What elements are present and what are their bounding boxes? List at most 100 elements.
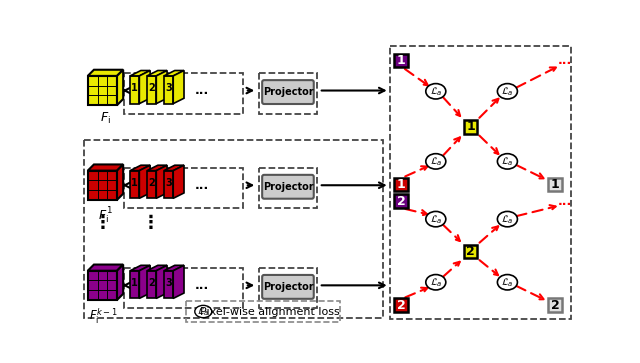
Text: $\mathcal{L}_a$: $\mathcal{L}_a$ [501,155,514,168]
Bar [259,73,317,114]
Polygon shape [117,164,123,200]
Text: Pixel-wise alignment loss: Pixel-wise alignment loss [200,306,340,317]
Ellipse shape [497,211,517,227]
Polygon shape [130,271,140,298]
Ellipse shape [195,305,212,318]
Text: 2: 2 [148,178,155,188]
Polygon shape [88,76,117,105]
Ellipse shape [497,154,517,169]
Text: 1: 1 [131,178,138,188]
Bar [259,168,317,208]
Text: 1: 1 [397,54,406,67]
Polygon shape [156,165,167,198]
Text: 2: 2 [148,83,155,93]
Text: ...: ... [195,84,209,97]
Polygon shape [88,70,123,76]
Polygon shape [130,171,140,198]
Text: 2: 2 [397,195,406,208]
Polygon shape [130,165,150,171]
Polygon shape [164,265,184,271]
Polygon shape [173,70,184,103]
Text: $\mathcal{L}_a$: $\mathcal{L}_a$ [501,85,514,98]
Bar [548,178,562,191]
FancyBboxPatch shape [262,80,314,104]
Text: 2: 2 [397,299,406,312]
Bar [394,298,408,312]
Polygon shape [164,271,173,298]
Polygon shape [117,265,123,300]
Polygon shape [130,265,150,271]
Polygon shape [173,165,184,198]
Bar [124,73,243,114]
Polygon shape [117,70,123,105]
Ellipse shape [497,274,517,290]
Polygon shape [140,165,150,198]
Polygon shape [147,265,167,271]
Text: Projector: Projector [262,87,313,97]
Bar [394,178,408,191]
Text: 3: 3 [165,278,172,288]
Polygon shape [147,76,156,103]
Text: Projector: Projector [262,282,313,292]
Polygon shape [130,70,150,76]
Polygon shape [164,171,173,198]
Text: 3: 3 [165,83,172,93]
Polygon shape [88,171,117,200]
FancyBboxPatch shape [262,275,314,299]
Text: 3: 3 [165,178,172,188]
Polygon shape [88,265,123,271]
Polygon shape [88,271,117,300]
Text: 1: 1 [466,120,475,133]
Bar [124,268,243,309]
Text: ⋮: ⋮ [142,214,160,232]
Ellipse shape [426,274,446,290]
Bar [259,268,317,309]
Text: 2: 2 [148,278,155,288]
Bar [463,245,477,258]
Text: 1: 1 [131,83,138,93]
Text: ...: ... [558,195,572,208]
Polygon shape [173,265,184,298]
Bar [390,46,570,319]
Text: ...: ... [558,54,572,67]
Text: $\mathcal{L}_a$: $\mathcal{L}_a$ [429,213,442,225]
Polygon shape [147,171,156,198]
Polygon shape [140,70,150,103]
Bar [84,140,383,318]
Text: $\mathcal{L}_a$: $\mathcal{L}_a$ [197,305,209,318]
Text: $\mathcal{L}_a$: $\mathcal{L}_a$ [501,213,514,225]
Text: $F_\mathrm{i}^{k-1}$: $F_\mathrm{i}^{k-1}$ [90,306,118,326]
FancyBboxPatch shape [262,175,314,199]
Bar [394,195,408,208]
Text: ...: ... [195,179,209,192]
Ellipse shape [426,83,446,99]
Bar [186,301,340,322]
Text: 1: 1 [551,178,559,191]
Text: 2: 2 [466,245,475,258]
Polygon shape [156,265,167,298]
Polygon shape [156,70,167,103]
Polygon shape [164,76,173,103]
Ellipse shape [426,154,446,169]
Text: ⋮: ⋮ [93,214,111,232]
Polygon shape [147,165,167,171]
Ellipse shape [426,211,446,227]
Text: $\mathcal{L}_a$: $\mathcal{L}_a$ [429,276,442,289]
Bar [124,168,243,208]
Text: $F_\mathrm{i}$: $F_\mathrm{i}$ [100,111,111,126]
Bar [463,120,477,134]
Text: $\mathcal{L}_a$: $\mathcal{L}_a$ [429,85,442,98]
Ellipse shape [497,83,517,99]
Text: $\mathcal{L}_a$: $\mathcal{L}_a$ [429,155,442,168]
Polygon shape [130,76,140,103]
Polygon shape [164,70,184,76]
Bar [548,298,562,312]
Polygon shape [88,164,123,171]
Text: ...: ... [195,279,209,292]
Text: 2: 2 [551,299,559,312]
Text: 1: 1 [397,178,406,191]
Text: Projector: Projector [262,182,313,192]
Polygon shape [164,165,184,171]
Text: $\mathcal{L}_a$: $\mathcal{L}_a$ [501,276,514,289]
Bar [394,54,408,68]
